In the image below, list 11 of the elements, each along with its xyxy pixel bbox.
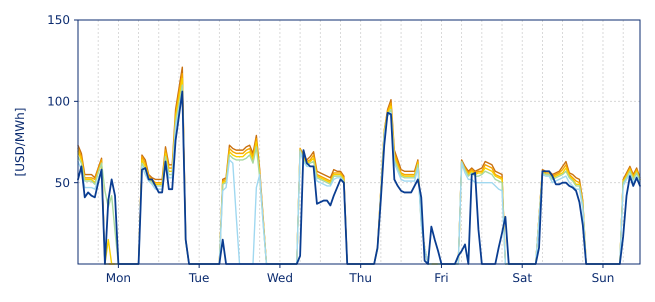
y-tick-label: 50 xyxy=(54,176,70,190)
x-tick-label: Sat xyxy=(512,271,532,285)
x-tick-label: Wed xyxy=(266,271,293,285)
y-tick-label: 100 xyxy=(47,94,70,109)
x-tick-label: Fri xyxy=(434,271,449,285)
x-tick-label: Thu xyxy=(348,271,372,285)
x-tick-label: Tue xyxy=(188,271,210,285)
y-axis-title: [USD/MWh] xyxy=(13,108,27,176)
x-tick-label: Mon xyxy=(106,271,132,285)
x-tick-label: Sun xyxy=(592,271,614,285)
y-tick-label: 150 xyxy=(47,13,70,28)
